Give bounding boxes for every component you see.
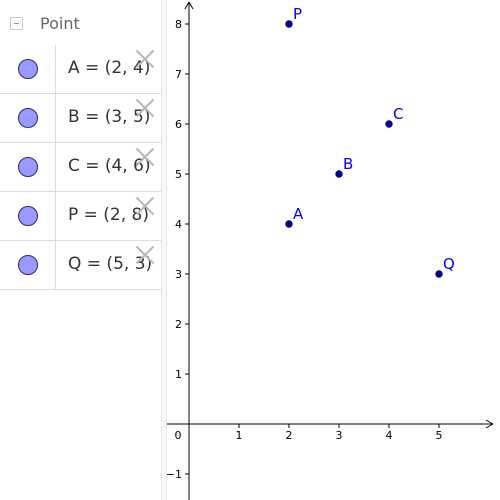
algebra-row-a[interactable]: A = (2, 4) — [0, 45, 161, 94]
marble-cell — [0, 143, 56, 191]
algebra-item-text[interactable]: P = (2, 8) — [68, 205, 150, 225]
algebra-item-text[interactable]: Q = (5, 3) — [68, 254, 153, 274]
y-tick-label: 4 — [175, 218, 182, 231]
x-tick-label: 5 — [436, 429, 443, 442]
algebra-row-p[interactable]: P = (2, 8) — [0, 192, 161, 241]
x-tick-label: 3 — [336, 429, 343, 442]
panel-divider[interactable] — [161, 0, 167, 500]
coordinate-plane[interactable]: 0 1 2 3 4 5 −1 1 2 3 4 5 6 7 8 A B C P Q — [166, 0, 500, 500]
point-label-p[interactable]: P — [293, 5, 302, 23]
y-tick-label: 6 — [175, 118, 182, 131]
group-label: Point — [40, 14, 80, 33]
y-tick-label: 5 — [175, 168, 182, 181]
visibility-toggle-icon[interactable] — [18, 157, 38, 177]
marble-cell — [0, 241, 56, 289]
y-tick-label: −1 — [167, 468, 182, 481]
y-tick-label: 3 — [175, 268, 182, 281]
algebra-row-q[interactable]: Q = (5, 3) — [0, 241, 161, 290]
y-tick-label: 2 — [175, 318, 182, 331]
point-c[interactable] — [385, 120, 393, 128]
x-axis-arrow-icon — [485, 419, 494, 429]
delete-icon[interactable] — [135, 147, 155, 167]
graphics-view[interactable]: 0 1 2 3 4 5 −1 1 2 3 4 5 6 7 8 A B C P Q — [166, 0, 500, 500]
y-tick-label: 8 — [175, 18, 182, 31]
algebra-item-text[interactable]: B = (3, 5) — [68, 107, 151, 127]
algebra-item-text[interactable]: C = (4, 6) — [68, 156, 151, 176]
marble-cell — [0, 45, 56, 93]
algebra-row-b[interactable]: B = (3, 5) — [0, 94, 161, 143]
y-tick-label: 7 — [175, 68, 182, 81]
y-tick-label: 1 — [175, 368, 182, 381]
x-tick-label: 0 — [175, 429, 182, 442]
group-header: Point — [0, 0, 161, 46]
collapse-icon[interactable] — [10, 17, 23, 30]
point-b[interactable] — [335, 170, 343, 178]
delete-icon[interactable] — [135, 49, 155, 69]
delete-icon[interactable] — [135, 196, 155, 216]
point-label-q[interactable]: Q — [443, 255, 455, 273]
x-tick-label: 1 — [236, 429, 243, 442]
x-tick-label: 2 — [286, 429, 293, 442]
point-label-b[interactable]: B — [343, 155, 353, 173]
point-a[interactable] — [285, 220, 293, 228]
point-label-a[interactable]: A — [293, 205, 304, 223]
visibility-toggle-icon[interactable] — [18, 59, 38, 79]
visibility-toggle-icon[interactable] — [18, 108, 38, 128]
algebra-view: Point A = (2, 4) B = (3, 5) C = (4, 6) P… — [0, 0, 161, 500]
x-tick-label: 4 — [386, 429, 393, 442]
delete-icon[interactable] — [135, 98, 155, 118]
point-label-c[interactable]: C — [393, 105, 403, 123]
algebra-row-c[interactable]: C = (4, 6) — [0, 143, 161, 192]
point-q[interactable] — [435, 270, 443, 278]
visibility-toggle-icon[interactable] — [18, 206, 38, 226]
visibility-toggle-icon[interactable] — [18, 255, 38, 275]
point-p[interactable] — [285, 20, 293, 28]
marble-cell — [0, 94, 56, 142]
algebra-item-text[interactable]: A = (2, 4) — [68, 58, 151, 78]
delete-icon[interactable] — [135, 245, 155, 265]
y-axis-arrow-icon — [184, 1, 194, 10]
marble-cell — [0, 192, 56, 240]
